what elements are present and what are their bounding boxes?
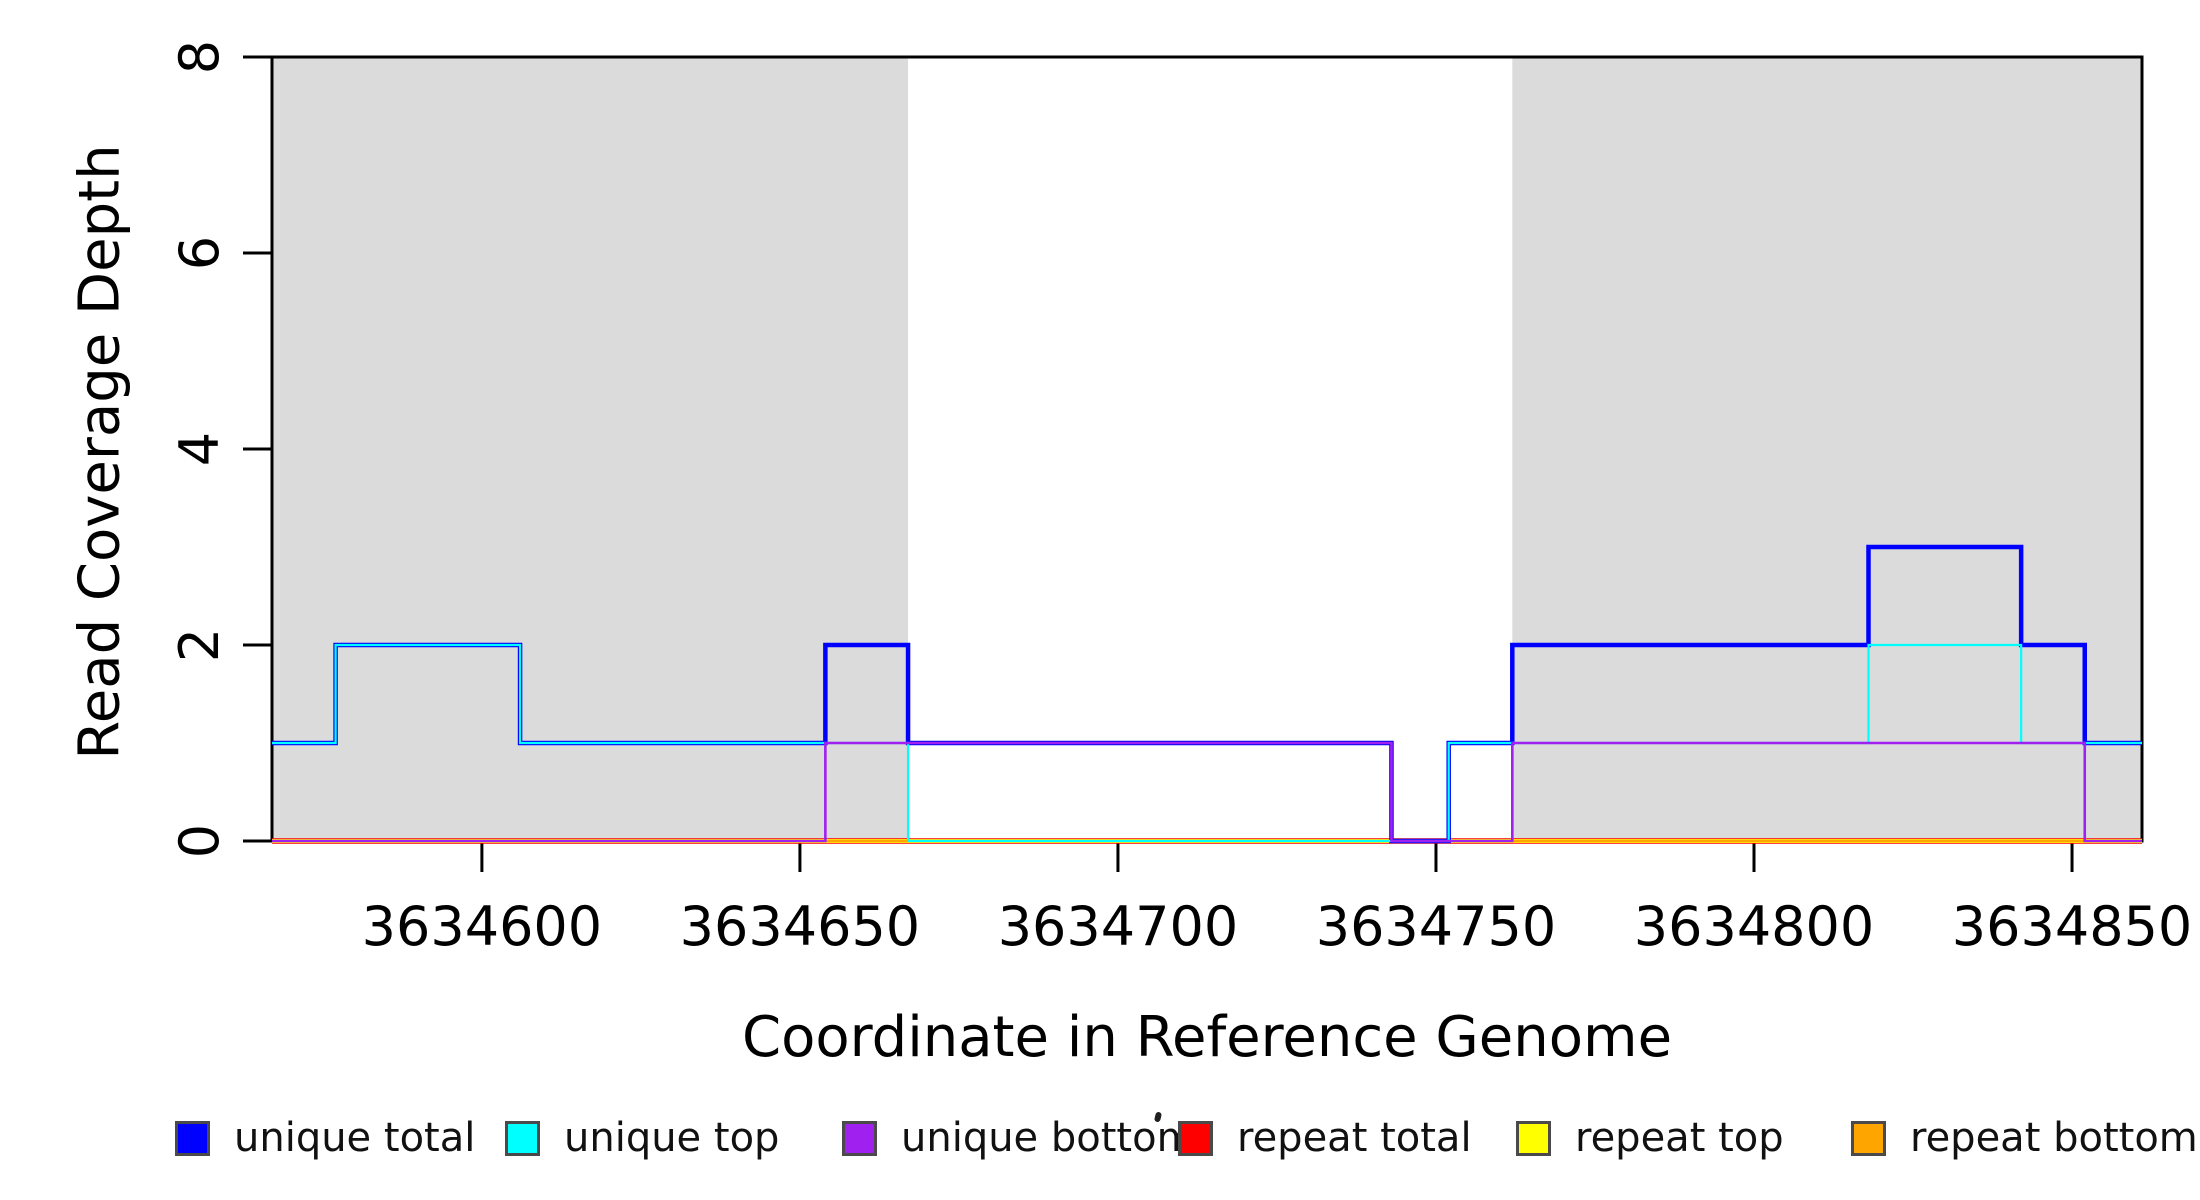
y-tick-label: 2 bbox=[168, 628, 231, 662]
y-tick-label: 4 bbox=[168, 432, 231, 466]
shaded-region bbox=[1512, 57, 2142, 841]
y-tick-label: 0 bbox=[168, 824, 231, 858]
x-tick-label: 3634700 bbox=[998, 895, 1239, 958]
series-line-unique-bottom bbox=[272, 741, 2142, 843]
x-axis-label: Coordinate in Reference Genome bbox=[741, 1005, 1673, 1070]
x-tick-label: 3634600 bbox=[362, 895, 603, 958]
x-tick-label: 3634850 bbox=[1952, 895, 2193, 958]
series-line-unique-top bbox=[272, 643, 2142, 843]
x-tick-label: 3634750 bbox=[1316, 895, 1557, 958]
shaded-region bbox=[272, 57, 909, 841]
y-axis-label: Read Coverage Depth bbox=[67, 144, 133, 760]
y-tick-label: 8 bbox=[168, 40, 231, 74]
x-tick-label: 3634650 bbox=[680, 895, 921, 958]
y-tick-label: 6 bbox=[168, 236, 231, 270]
x-tick-label: 3634800 bbox=[1634, 895, 1875, 958]
